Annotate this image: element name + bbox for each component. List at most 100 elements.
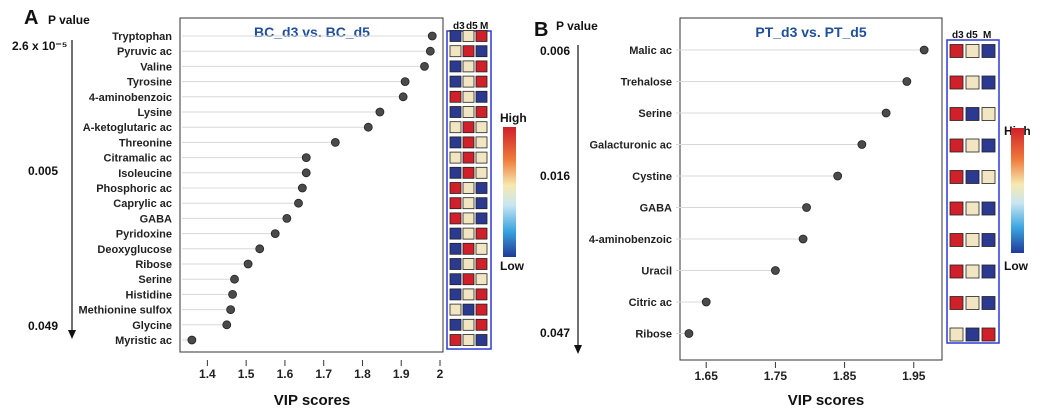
- panel-a-pvalue-tick-1: 2.6 x 10⁻⁵: [12, 39, 67, 53]
- panel-a-heat-cell: [449, 90, 462, 103]
- panel-a-heat-cell: [475, 45, 488, 58]
- panel-b-x-tick-label: 1.85: [833, 369, 857, 383]
- panel-a-metabolite-label: Glycine: [132, 320, 172, 332]
- panel-a-vip-point: [363, 122, 373, 132]
- panel-a-metabolite-label: Pyridoxine: [116, 229, 172, 241]
- panel-a-heat-cell: [475, 303, 488, 316]
- panel-a-pvalue-tick-2: 0.005: [28, 164, 58, 178]
- panel-a-heat-cell: [449, 60, 462, 73]
- panel-b-heat-cell: [949, 233, 964, 247]
- panel-a-vip-point: [243, 259, 253, 269]
- panel-a-metabolite-label: Isoleucine: [118, 168, 172, 180]
- panel-a-legend-low: Low: [500, 259, 525, 273]
- panel-b-metabolite-label: Cystine: [632, 171, 672, 183]
- panel-b-pvalue-arrowhead: [574, 345, 582, 354]
- panel-a-heat-cell: [462, 60, 475, 73]
- panel-a-vip-point: [270, 229, 280, 239]
- panel-b-heat-cell: [949, 138, 964, 153]
- panel-a-vip-point: [420, 62, 429, 71]
- panel-b-metabolite-label: Uracil: [641, 266, 672, 278]
- panel-b-title: PT_d3 vs. PT_d5: [755, 24, 866, 40]
- panel-a-heat-cell: [475, 75, 488, 88]
- panel-b-vip-point: [919, 45, 929, 55]
- panel-a-pvalue-label: P value: [48, 13, 90, 27]
- panel-a-heat-cell: [462, 318, 475, 331]
- panel-a-vip-point: [228, 289, 237, 299]
- panel-b-heat-cell: [949, 170, 964, 184]
- panel-a-heat-cell: [475, 106, 488, 118]
- panel-b-metabolite-label: GABA: [640, 203, 672, 215]
- panel-b-heat-cell: [965, 44, 980, 58]
- panel-a-heat-cell: [475, 136, 488, 149]
- panel-a-heat-cell: [449, 242, 462, 255]
- panel-a-heat-cell: [462, 121, 475, 134]
- panel-a-metabolite-label: Serine: [138, 274, 172, 286]
- panel-b-heat-cell: [981, 75, 996, 90]
- panel-a-heat-cell: [475, 242, 488, 255]
- panel-a-heat-cell: [475, 273, 488, 286]
- panel-b-heatmap-header-m: M: [983, 30, 991, 41]
- panel-b-pvalue-tick-1: 0.006: [540, 44, 570, 58]
- panel-a-heat-cell: [475, 166, 488, 179]
- panel-a-vip-point: [222, 320, 232, 330]
- panel-a-vip-point: [301, 168, 311, 178]
- panel-a-vip-point: [230, 274, 239, 284]
- panel-a-metabolite-label: A-ketoglutaric ac: [83, 122, 172, 134]
- panel-b-heatmap-header-d5: d5: [966, 30, 978, 41]
- panel-a-heat-cell: [449, 227, 462, 240]
- panel-b-heat-cell: [981, 170, 996, 184]
- panel-b-heat-cell: [949, 296, 964, 310]
- panel-b-heatmap-frame: [946, 39, 1000, 344]
- panel-a-heat-cell: [462, 30, 475, 42]
- panel-a-vip-point: [255, 244, 265, 254]
- panel-a-title: BC_d3 vs. BC_d5: [254, 24, 370, 40]
- panel-a-heat-cell: [449, 273, 462, 286]
- panel-a-heat-cell: [475, 212, 488, 225]
- panel-a-vip-point: [398, 92, 408, 102]
- panel-a-heat-cell: [462, 212, 475, 225]
- panel-a-heat-cell: [475, 151, 488, 164]
- panel-a-x-ticks: 1.4 1.5 1.6 1.7 1.8 1.9 2: [199, 360, 444, 381]
- panel-b-gridlines: [676, 49, 925, 334]
- panel-b-heat-cell: [965, 264, 980, 279]
- panel-a-metabolite-label: Lysine: [138, 107, 172, 119]
- panel-a-metabolite-label: 4-aminobenzoic: [89, 92, 172, 104]
- panel-a-heat-cell: [449, 106, 462, 118]
- panel-b-metabolite-labels: Malic ac Trehalose Serine Galacturonic ac Cy…: [589, 45, 672, 341]
- panel-b-heatmap: [949, 44, 996, 342]
- panel-b-vip-point: [771, 266, 780, 275]
- panel-a-heat-cell: [462, 106, 475, 118]
- panel-a-heat-cell: [462, 182, 475, 194]
- panel-a-vip-point: [297, 183, 307, 193]
- panel-a-metabolite-labels: Tryptophan Pyruvic ac Valine Tyrosine 4-amin…: [79, 31, 173, 347]
- panel-b-metabolite-label: 4-aminobenzoic: [589, 234, 672, 246]
- panel-a-metabolite-label: Phosphoric ac: [96, 183, 172, 195]
- panel-a-x-tick-label: 1.6: [277, 367, 294, 381]
- panel-a-metabolite-label: Caprylic ac: [113, 198, 172, 210]
- panel-b-x-axis-label: VIP scores: [788, 392, 864, 409]
- panel-a-vip-point: [400, 77, 410, 86]
- panel-a-heat-cell: [475, 197, 488, 210]
- panel-b-metabolite-label: Serine: [638, 108, 672, 120]
- panel-a-heat-cell: [475, 90, 488, 103]
- panel-b-vip-point: [902, 77, 912, 86]
- panel-b-vip-point: [701, 297, 711, 307]
- panel-a-heat-cell: [462, 136, 475, 149]
- panel-b-pvalue-label: P value: [556, 19, 598, 33]
- panel-b-data-points: [684, 45, 929, 338]
- panel-b-heat-cell: [949, 201, 964, 216]
- panel-a-metabolite-label: Myristic ac: [115, 335, 172, 347]
- panel-a-gridlines: [182, 35, 433, 341]
- panel-a-data-points: [187, 31, 437, 345]
- panel-a-heat-cell: [449, 30, 462, 42]
- panel-a-pvalue-tick-3: 0.049: [28, 319, 58, 333]
- panel-a-vip-point: [187, 335, 197, 345]
- panel-a-vip-point: [330, 137, 340, 147]
- panel-a-heatmap: [449, 30, 488, 346]
- panel-a-x-tick-label: 1.5: [238, 367, 255, 381]
- panel-b-vip-point: [802, 203, 811, 212]
- panel-b-legend-low: Low: [1004, 259, 1029, 273]
- panel-b-metabolite-label: Trehalose: [621, 77, 672, 89]
- panel-a-heat-cell: [449, 258, 462, 270]
